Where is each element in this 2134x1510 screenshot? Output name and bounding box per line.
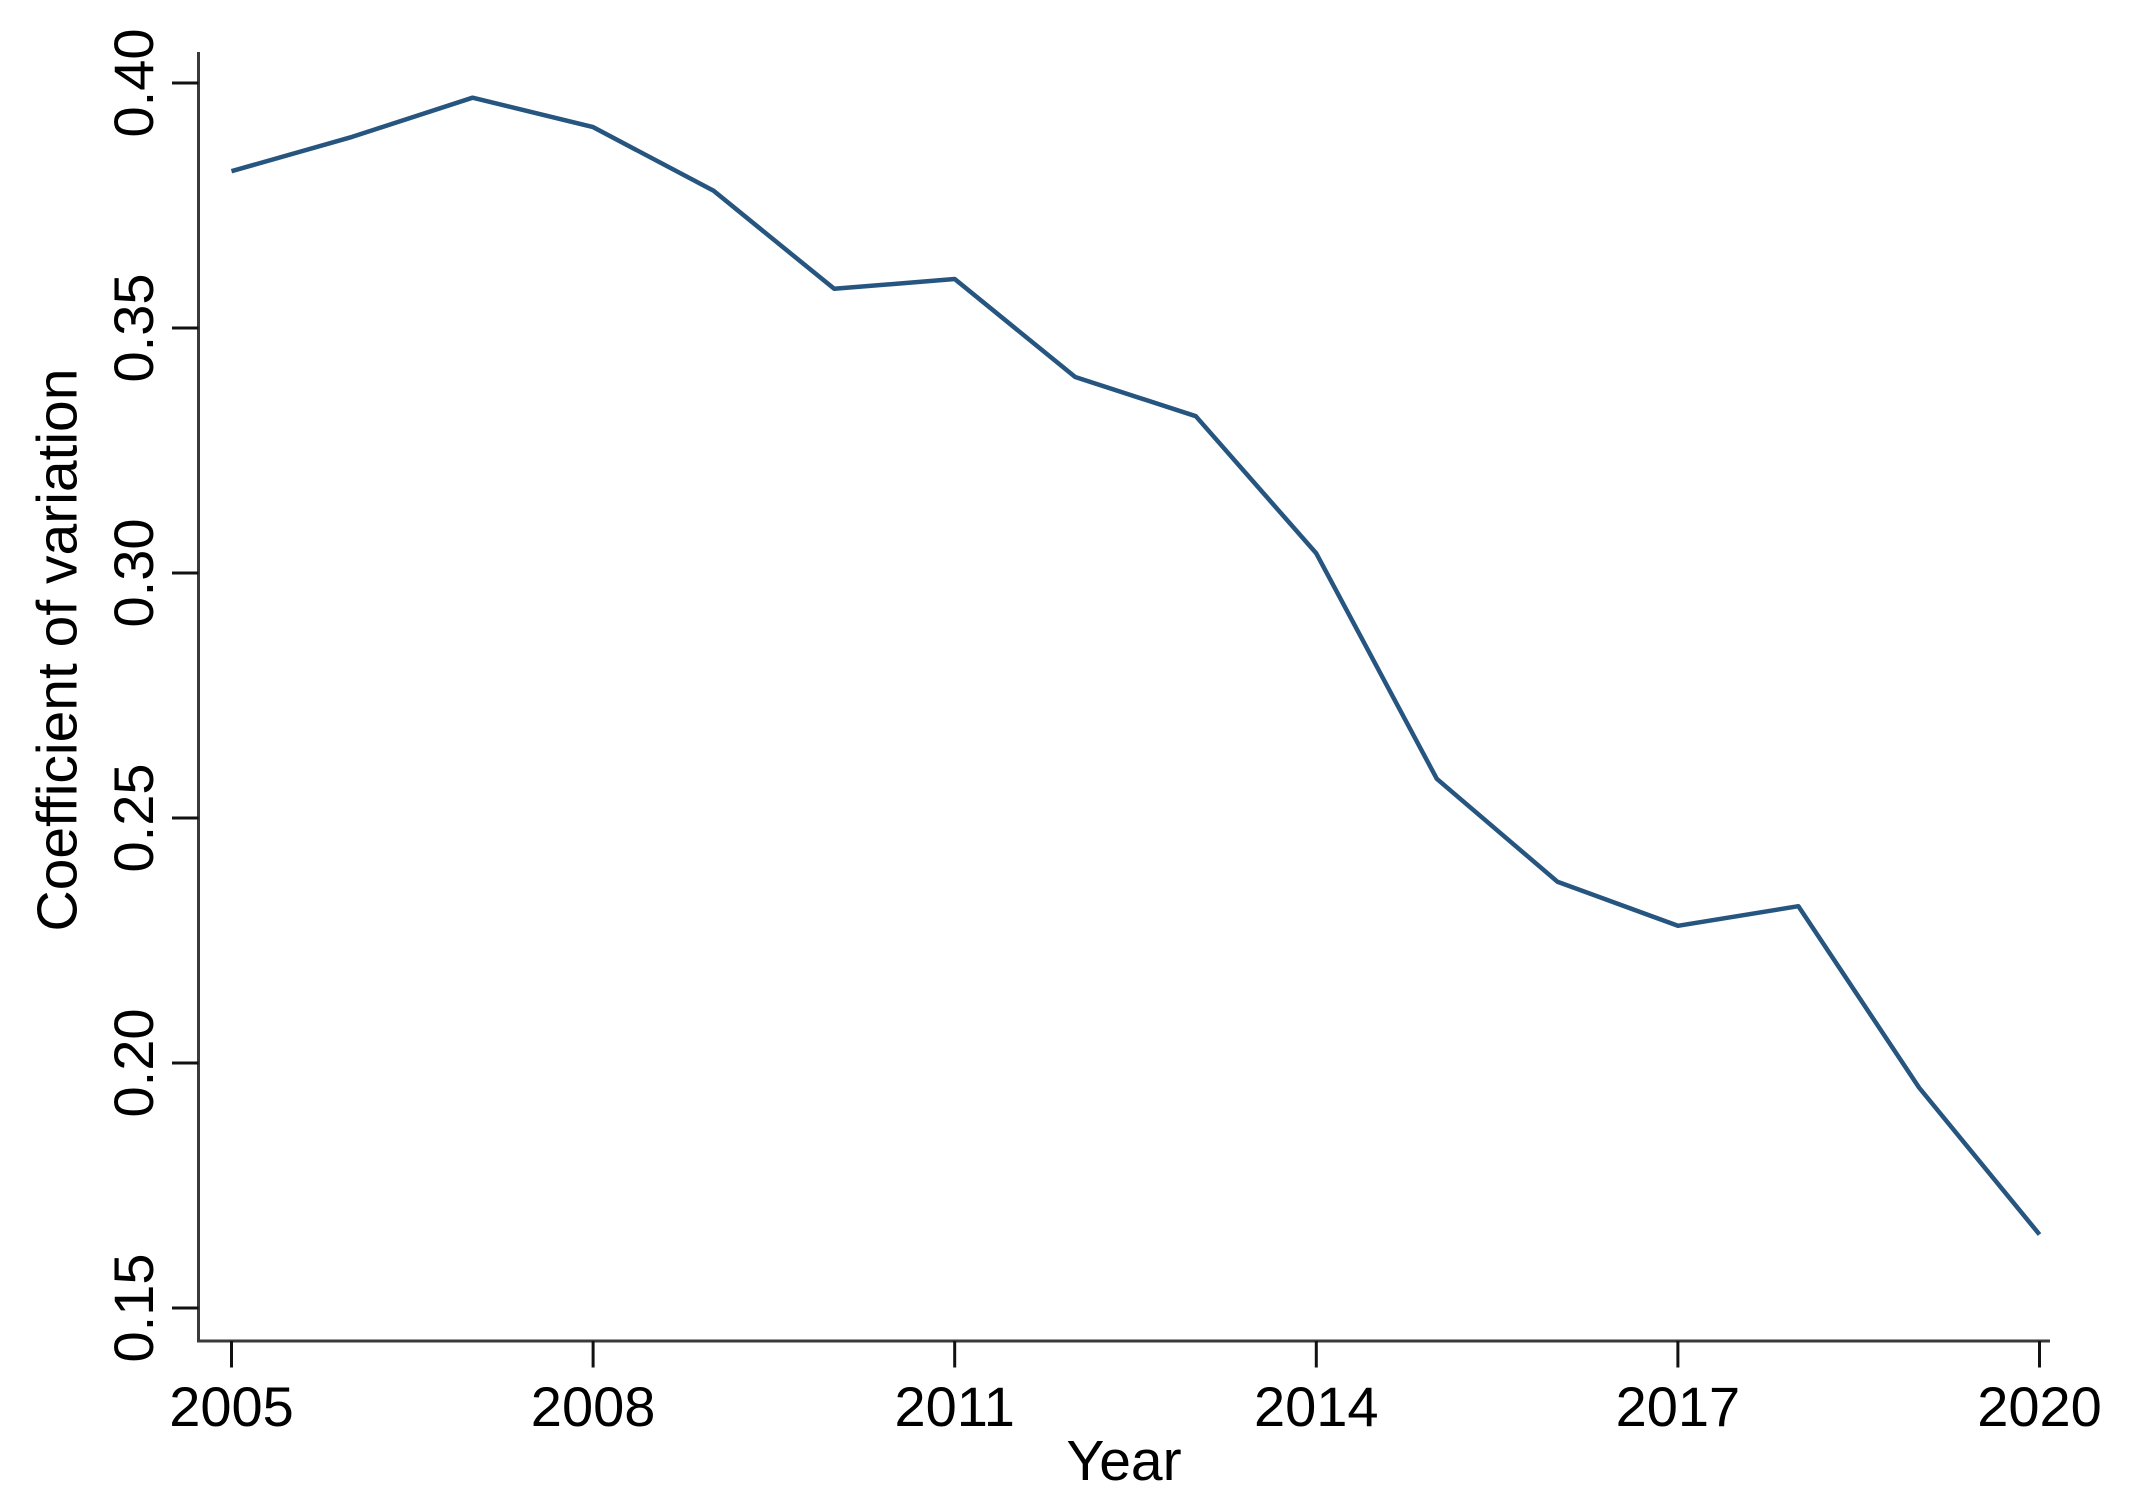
x-tick-label: 2017 <box>1616 1375 1741 1438</box>
x-axis-title: Year <box>1066 1429 1182 1493</box>
x-tick-label: 2014 <box>1254 1375 1379 1438</box>
y-tick-label: 0.20 <box>102 1009 165 1118</box>
x-tick-label: 2020 <box>1977 1375 2102 1438</box>
y-tick-label: 0.40 <box>102 29 165 138</box>
y-tick-label: 0.35 <box>102 274 165 383</box>
x-tick-label: 2005 <box>169 1375 294 1438</box>
y-axis-title: Coefficient of variation <box>25 368 90 932</box>
y-tick-label: 0.25 <box>102 764 165 873</box>
y-tick-label: 0.30 <box>102 519 165 628</box>
y-tick-label: 0.15 <box>102 1254 165 1363</box>
x-tick-label: 2008 <box>531 1375 656 1438</box>
x-tick-label: 2011 <box>894 1375 1014 1438</box>
series-line <box>230 95 2042 1236</box>
